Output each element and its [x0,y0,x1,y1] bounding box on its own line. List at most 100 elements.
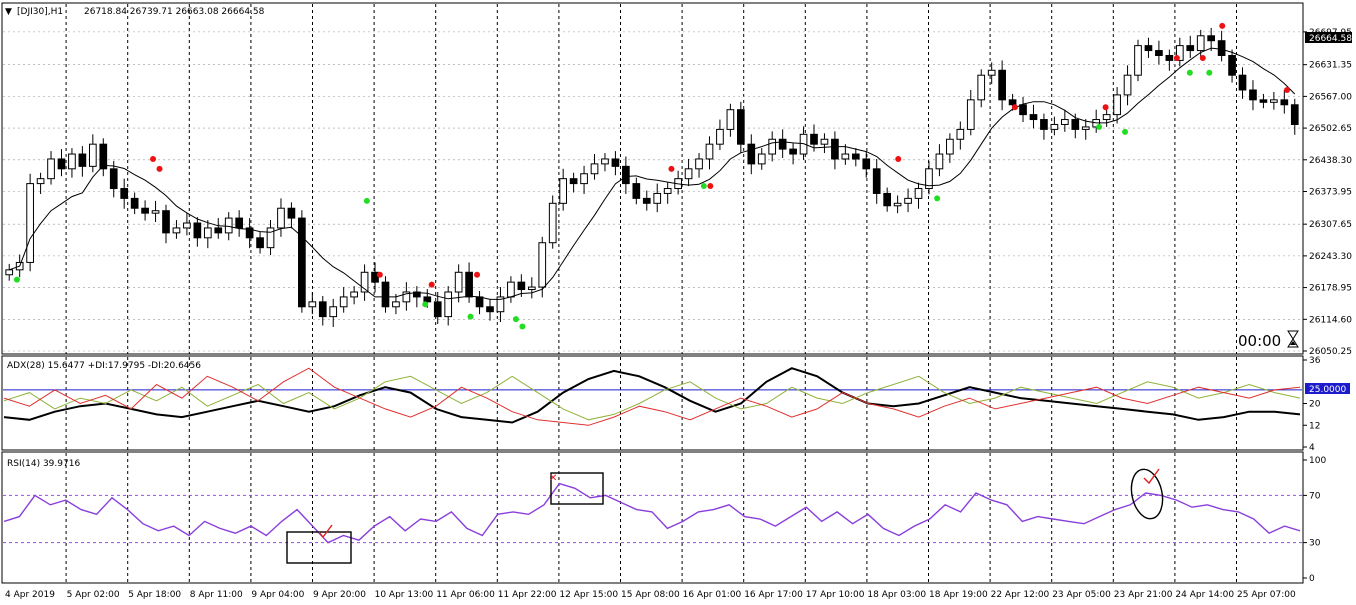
price-axis-label: 26438.30 [1309,156,1352,166]
adx-level-label: 25.0000 [1309,385,1346,395]
adx-axis-label: 12 [1309,421,1320,431]
candle-body [559,178,568,204]
x-axis-label: 18 Apr 19:00 [929,590,988,600]
price-axis-label: 26307.65 [1309,220,1352,230]
candle-body [214,227,223,234]
candle-body [1123,74,1132,96]
candle-body [172,227,181,234]
candle-body [1196,35,1205,52]
candle-body [527,286,536,291]
candle-body [622,165,630,185]
candle-body [1113,94,1121,116]
candle-body [956,128,965,140]
current-price-badge [1305,32,1352,43]
candle-body [339,296,348,308]
candle-body [883,192,892,207]
candle-body [1102,114,1111,121]
grid-layer [3,4,1302,583]
bullish-signal-dot [363,197,370,204]
bearish-signal-dot [428,281,435,288]
candle-body [57,158,66,170]
candle-body [1155,50,1163,56]
candle-body [1175,45,1184,61]
bearish-signal-dot [1199,54,1206,61]
bullish-signal-dot [422,301,429,308]
candle-body [68,153,76,170]
price-axis-label: 26373.95 [1309,188,1352,198]
candle-body [517,281,526,291]
rsi-line [3,482,1301,544]
candle-body [454,271,463,293]
candle-body [1186,45,1195,52]
candle-body [360,271,369,293]
candle-body [203,227,212,239]
x-axis-label: 23 Apr 21:00 [1114,590,1173,600]
symbol-label: [DJI30],H1 [17,7,63,17]
candle-body [78,153,87,167]
candle-body [308,301,317,308]
rsi-axis-label: 70 [1309,491,1321,501]
candle-body [799,133,808,155]
adx-series-layer [3,367,1302,426]
x-axis-label: 9 Apr 20:00 [313,590,366,600]
adx-axis-label: 20 [1309,400,1321,410]
candle-body [120,188,129,199]
candle-body [1259,99,1268,103]
candle-body [109,168,118,190]
candle-body [987,69,996,76]
candle-body [26,183,34,263]
bullish-signal-dot [13,276,20,283]
candle-body [1207,35,1216,42]
candle-body [36,178,45,185]
candle-body [977,74,986,101]
price-series-layer [5,22,1299,330]
candle-body [141,207,149,214]
adx-line [3,367,1301,424]
candle-body [841,153,850,160]
bullish-signal-dot [1122,128,1129,135]
candle-body [99,143,108,170]
candle-body [318,301,327,318]
candle-body [245,227,254,239]
candle-body [277,207,285,229]
candle-body [946,138,954,155]
bullish-signal-dot [519,323,526,330]
symbol-dropdown-icon[interactable]: ▼ [5,7,12,17]
candle-body [831,138,839,160]
price-panel-frame [1,2,1304,355]
x-axis-label: 8 Apr 11:00 [190,590,243,600]
candle-body [1144,45,1153,52]
bearish-signal-dot [474,271,481,278]
x-axis-label: 17 Apr 10:00 [806,590,865,600]
adx-indicator-title: ADX(28) 15.6477 +DI:17.9795 -DI:20.6456 [7,361,201,371]
candle-body [412,291,421,298]
candle-body [266,227,275,249]
candle-body [872,168,881,194]
axis-labels-layer: 4 Apr 2019 5 Apr 02:00 5 Apr 18:00 8 Apr 11… [5,28,1352,600]
candle-body [47,158,55,180]
candle-body [705,143,714,160]
candle-body [486,306,494,313]
candle-body [935,153,944,170]
candle-body [925,168,933,190]
candle-body [904,197,912,204]
bullish-signal-dot [1206,69,1213,76]
x-axis-label: 11 Apr 22:00 [498,590,557,600]
rsi-check-mark-1 [318,524,333,539]
candle-body [569,178,578,185]
bearish-signal-dot [895,155,902,162]
candle-body [1040,119,1048,130]
candle-body [298,217,306,308]
candle-body [684,168,693,180]
candle-body [256,237,264,249]
bearish-signal-dot [1284,86,1291,93]
candle-body [151,210,160,214]
plus-di-line [3,375,1301,421]
candle-body [465,271,473,298]
candle-body [1238,74,1247,91]
bearish-signal-dot [668,165,675,172]
candle-body [235,217,244,229]
candle-body [580,173,588,185]
